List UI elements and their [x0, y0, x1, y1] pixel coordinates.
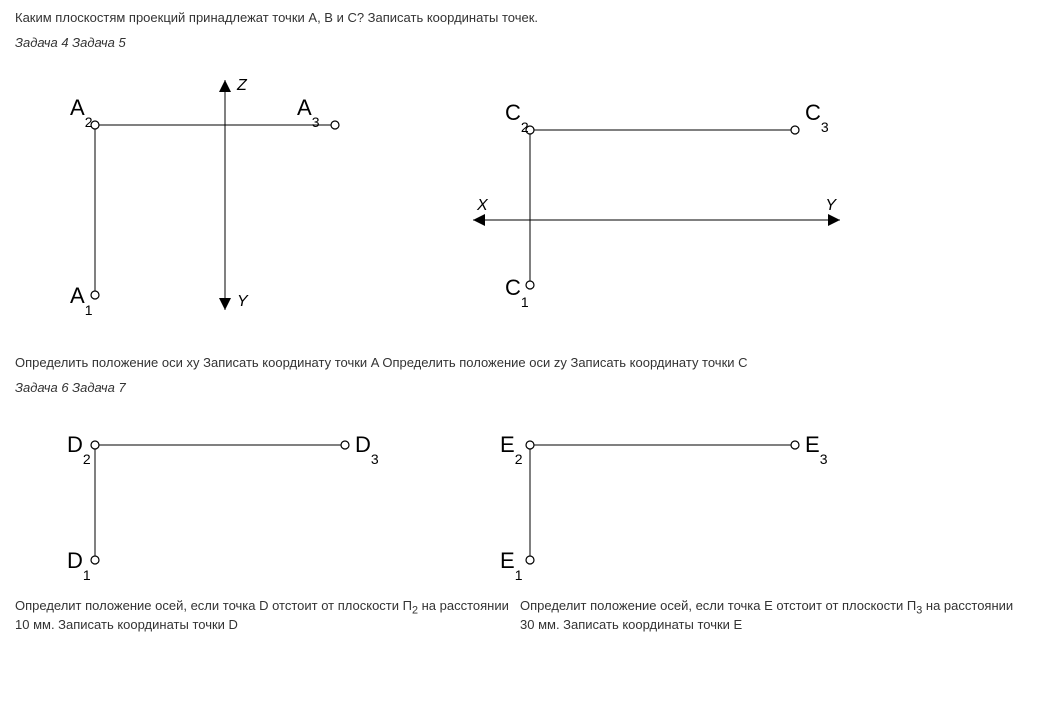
caption-d: Определит положение осей, если точка D о… — [15, 598, 520, 632]
tasks-4-5-text: Задача 4 Задача 5 — [15, 35, 126, 50]
caption-row-1: Определить положение оси xy Записать коо… — [15, 355, 1031, 370]
svg-text:X: X — [476, 197, 489, 214]
svg-text:C3: C3 — [805, 100, 829, 135]
svg-fig-e: E2 E3 E1 — [455, 410, 865, 590]
svg-fig-a: ZYA2A3A1 — [35, 65, 395, 345]
question-content: Каким плоскостям проекций принадлежат то… — [15, 10, 538, 25]
question-text: Каким плоскостям проекций принадлежат то… — [15, 10, 1031, 25]
svg-text:A1: A1 — [70, 283, 93, 318]
svg-text:E3: E3 — [805, 432, 828, 467]
svg-text:D1: D1 — [67, 548, 91, 583]
svg-text:D2: D2 — [67, 432, 91, 467]
figure-e: E2 E3 E1 — [455, 410, 865, 590]
caption-d-part1: Определит положение осей, если точка D о… — [15, 598, 412, 613]
caption-a: Определить положение оси xy Записать коо… — [15, 355, 379, 370]
caption-row-2: Определит положение осей, если точка D о… — [15, 598, 1031, 632]
svg-fig-d: D2 D3 D1 — [35, 410, 395, 590]
tasks-4-5: Задача 4 Задача 5 — [15, 35, 1031, 50]
row-1: ZYA2A3A1 XYC2C3C1 — [15, 65, 1031, 345]
figure-d: D2 D3 D1 — [35, 410, 395, 590]
svg-text:E1: E1 — [500, 548, 523, 583]
svg-text:Y: Y — [825, 197, 837, 214]
svg-text:A2: A2 — [70, 95, 93, 130]
svg-text:E2: E2 — [500, 432, 523, 467]
row-2: D2 D3 D1 E2 E3 E1 — [15, 410, 1031, 590]
caption-e-part1: Определит положение осей, если точка E о… — [520, 598, 916, 613]
svg-text:D3: D3 — [355, 432, 379, 467]
figure-a: ZYA2A3A1 — [35, 65, 395, 345]
svg-text:C1: C1 — [505, 275, 529, 310]
svg-text:C2: C2 — [505, 100, 529, 135]
figure-c: X Y C2 C3 C1 — [455, 90, 865, 345]
caption-c: Определить положение оси zy Записать коо… — [382, 355, 747, 370]
tasks-6-7: Задача 6 Задача 7 — [15, 380, 1031, 395]
svg-text:Z: Z — [236, 77, 248, 94]
caption-e: Определит положение осей, если точка E о… — [520, 598, 1025, 632]
tasks-6-7-text: Задача 6 Задача 7 — [15, 380, 126, 395]
svg-fig-c: X Y C2 C3 C1 — [455, 90, 865, 320]
svg-text:Y: Y — [237, 293, 249, 310]
